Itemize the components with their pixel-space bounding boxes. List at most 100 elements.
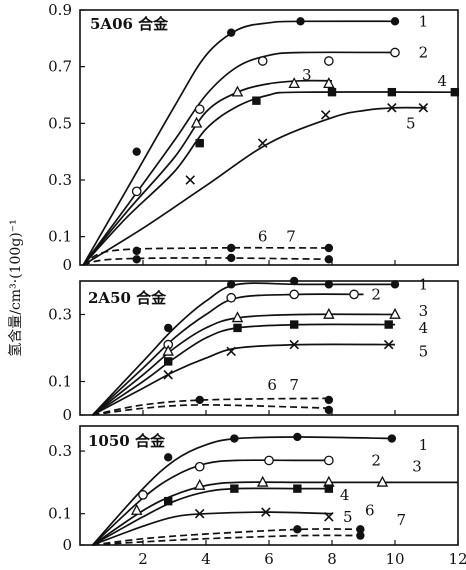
series-label: 3 [419, 302, 429, 320]
series-6: 6 [82, 228, 334, 266]
data-point [384, 320, 393, 329]
series-4: 4 [92, 319, 428, 416]
data-point [356, 531, 365, 540]
x-tick-label: 10 [385, 550, 404, 568]
series-label: 7 [397, 511, 407, 529]
data-point [164, 453, 173, 462]
series-label: 6 [267, 376, 277, 394]
data-point [264, 455, 274, 466]
data-point [376, 475, 389, 487]
series-7: 7 [82, 228, 334, 266]
data-point [324, 484, 334, 493]
series-4: 4 [92, 484, 349, 546]
series-line [91, 282, 395, 416]
data-point [227, 243, 236, 253]
series-label: 4 [437, 72, 447, 90]
y-tick-label: 0 [62, 256, 72, 274]
series-6: 6 [92, 376, 334, 416]
data-point [252, 96, 261, 105]
series-label: 7 [286, 228, 296, 246]
data-point [193, 478, 206, 490]
data-point [387, 434, 397, 443]
series-5: 5 [92, 339, 429, 416]
data-point [293, 432, 302, 442]
y-tick-label: 0 [62, 406, 72, 424]
series-3: 3 [92, 302, 429, 416]
series-2: 2 [92, 451, 381, 546]
data-point [195, 395, 204, 405]
data-point [387, 87, 397, 97]
data-point [324, 395, 334, 405]
data-point [194, 461, 205, 472]
series-7: 7 [92, 376, 334, 416]
data-point [289, 289, 300, 300]
x-tick-label: 8 [327, 550, 337, 568]
series-label: 1 [419, 436, 429, 454]
series-line [92, 404, 333, 416]
y-tick-label: 0.1 [48, 505, 72, 523]
series-line [82, 246, 333, 266]
series-line [92, 511, 333, 546]
series-line [91, 436, 396, 546]
data-point [288, 77, 300, 89]
series-line [92, 397, 333, 416]
data-point [227, 280, 236, 289]
data-point [227, 28, 236, 37]
data-point [324, 280, 334, 289]
data-point [289, 339, 299, 350]
panel-5a06-alloy: 5A06 合金 0 0.1 0.3 0.5 0.7 0.9 1 2 3 4 5 6 7 [48, 1, 460, 274]
data-point [132, 147, 141, 156]
data-point [418, 102, 429, 113]
data-point [390, 47, 400, 58]
series-line [82, 51, 396, 266]
series-label: 5 [406, 114, 416, 132]
series-3: 3 [82, 66, 335, 266]
data-point [226, 292, 237, 303]
data-point [450, 87, 460, 97]
y-tick-label: 0.1 [48, 373, 72, 391]
data-point [356, 525, 365, 534]
data-point [324, 405, 334, 415]
data-point [323, 307, 335, 319]
data-point [320, 110, 331, 120]
panel-title-2a50: 2A50 合金 [88, 289, 167, 307]
x-tick-label: 6 [264, 550, 274, 568]
data-point [389, 307, 401, 319]
data-point [257, 56, 268, 66]
series-label: 5 [419, 342, 429, 360]
series-label: 6 [365, 502, 375, 520]
data-point [131, 186, 142, 197]
data-point [293, 525, 302, 534]
x-tick-label: 2 [138, 550, 148, 568]
plot-frame [79, 9, 459, 266]
x-tick-label: 12 [448, 550, 466, 568]
series-3: 3 [92, 458, 458, 546]
data-point [261, 507, 271, 517]
panel-title-5a06: 5A06 合金 [90, 15, 169, 33]
data-point [164, 323, 173, 333]
data-point [194, 508, 205, 519]
data-point [163, 370, 173, 380]
data-point [296, 17, 305, 26]
series-line [92, 323, 396, 416]
series-label: 2 [371, 451, 381, 469]
series-line [82, 79, 333, 266]
data-point [132, 255, 141, 264]
series-label: 2 [419, 44, 429, 62]
series-label: 1 [419, 275, 429, 293]
series-2: 2 [92, 285, 381, 416]
data-point [195, 138, 204, 148]
series-line [92, 343, 396, 416]
y-axis-label: 氢含量/cm³·(100g)⁻¹ [8, 219, 24, 357]
y-tick-label: 0 [62, 536, 72, 554]
series-label: 5 [343, 508, 353, 526]
data-point [387, 102, 397, 113]
data-point [138, 490, 148, 500]
series-label: 2 [371, 285, 381, 303]
data-point [323, 77, 335, 89]
series-label: 3 [412, 458, 422, 476]
data-point [327, 87, 337, 97]
data-point [293, 484, 302, 493]
